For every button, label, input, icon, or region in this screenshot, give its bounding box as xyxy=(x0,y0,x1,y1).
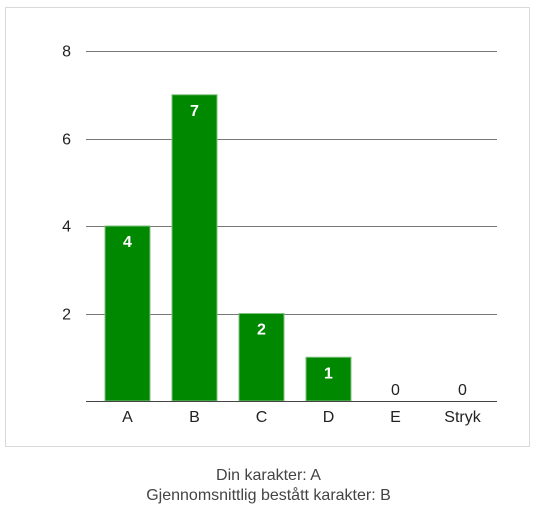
data-label-d: 1 xyxy=(324,365,333,382)
data-label-e: 0 xyxy=(391,382,400,399)
data-label-a: 4 xyxy=(123,234,132,251)
y-tick-label: 8 xyxy=(62,44,71,61)
x-tick-label-c: C xyxy=(256,409,268,426)
y-tick-label: 6 xyxy=(62,132,71,149)
grade-summary: Din karakter: A Gjennomsnittlig bestått … xyxy=(0,466,537,506)
x-tick-label-b: B xyxy=(189,409,200,426)
average-grade-text: Gjennomsnittlig bestått karakter: B xyxy=(146,487,391,504)
bar-b xyxy=(171,94,218,402)
bar-d xyxy=(305,356,352,402)
y-axis-ticks: 2 4 6 8 xyxy=(62,44,71,324)
your-grade-text: Din karakter: A xyxy=(216,467,321,484)
y-tick-label: 4 xyxy=(62,219,71,236)
x-tick-label-e: E xyxy=(390,409,401,426)
x-axis-ticks: A B C D E Stryk xyxy=(122,409,482,426)
y-tick-label: 2 xyxy=(62,307,71,324)
data-label-b: 7 xyxy=(190,103,199,120)
bar-a xyxy=(104,225,151,402)
x-tick-label-d: D xyxy=(323,409,335,426)
x-tick-label-stryk: Stryk xyxy=(444,409,481,426)
x-tick-label-a: A xyxy=(122,409,133,426)
data-label-c: 2 xyxy=(257,322,266,339)
gridlines xyxy=(86,51,497,315)
data-labels: 4 7 2 1 0 0 xyxy=(123,103,467,399)
data-label-stryk: 0 xyxy=(458,382,467,399)
bars xyxy=(104,94,352,402)
